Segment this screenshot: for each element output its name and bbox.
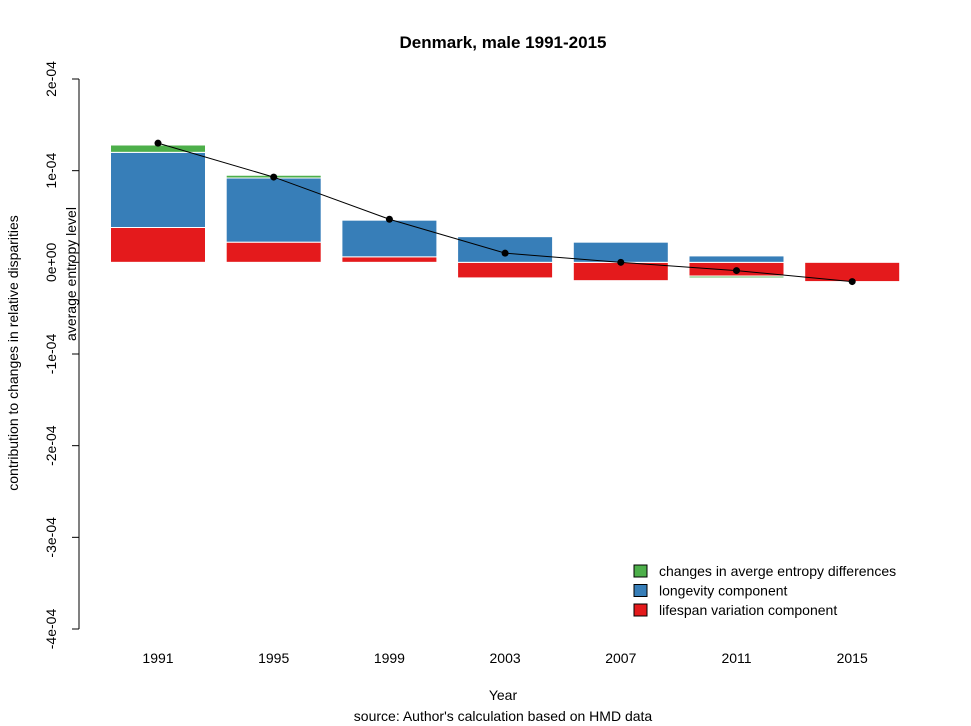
line-point — [270, 173, 278, 181]
y-tick-label: 0e+00 — [43, 242, 59, 282]
line-point — [154, 139, 162, 147]
bar-segment — [225, 241, 322, 263]
bar-segment — [688, 275, 785, 279]
line-point — [733, 267, 740, 275]
source-caption: source: Author's calculation based on HM… — [354, 708, 653, 724]
y-tick-label: -2e-04 — [43, 425, 59, 466]
x-tick-label: 1999 — [374, 650, 405, 666]
legend-label: lifespan variation component — [659, 602, 837, 618]
bar-segment — [341, 256, 438, 263]
y-tick-label: -1e-04 — [43, 334, 59, 375]
x-tick-label: 2015 — [837, 650, 868, 666]
x-tick-label: 1991 — [142, 650, 173, 666]
x-axis-label: Year — [489, 687, 518, 703]
legend-label: longevity component — [659, 583, 788, 599]
legend-swatch — [633, 584, 648, 597]
y-axis: 2e-04 1e-04 0e+00 -1e-04 -2e-04 -3e-04 -4e-04 — [43, 61, 80, 650]
bar-segment — [457, 236, 554, 263]
y-axis-label: contribution to changes in relative disp… — [5, 215, 21, 491]
line-point — [385, 215, 393, 223]
x-tick-label: 2003 — [490, 650, 521, 666]
legend-swatch — [633, 603, 648, 617]
y-tick-label: -4e-04 — [43, 609, 59, 650]
y-tick-label: -3e-04 — [43, 517, 59, 558]
x-axis: 1991 1995 1999 2003 2007 2011 2015 — [142, 650, 868, 666]
line-point — [617, 258, 625, 266]
line-layer — [154, 139, 856, 286]
bar-segment — [688, 255, 785, 263]
bar-segment — [110, 227, 206, 263]
line-point — [501, 249, 509, 257]
x-tick-label: 2011 — [721, 650, 751, 666]
bar-segment — [225, 177, 322, 243]
bar-segment — [110, 151, 206, 228]
x-tick-label: 2007 — [605, 650, 636, 666]
legend: changes in averge entropy differences lon… — [633, 563, 896, 618]
bar-segment — [341, 219, 438, 258]
y-tick-label: 2e-04 — [43, 61, 59, 97]
chart-title: Denmark, male 1991-2015 — [400, 33, 607, 52]
y-axis-label-secondary: average entropy level — [63, 207, 79, 341]
bars-layer — [110, 144, 901, 283]
y-tick-label: 1e-04 — [43, 153, 59, 189]
legend-label: changes in averge entropy differences — [659, 563, 896, 579]
line-point — [848, 278, 856, 286]
bar-segment — [457, 261, 554, 279]
legend-swatch — [633, 564, 648, 578]
x-tick-label: 1995 — [258, 650, 289, 666]
